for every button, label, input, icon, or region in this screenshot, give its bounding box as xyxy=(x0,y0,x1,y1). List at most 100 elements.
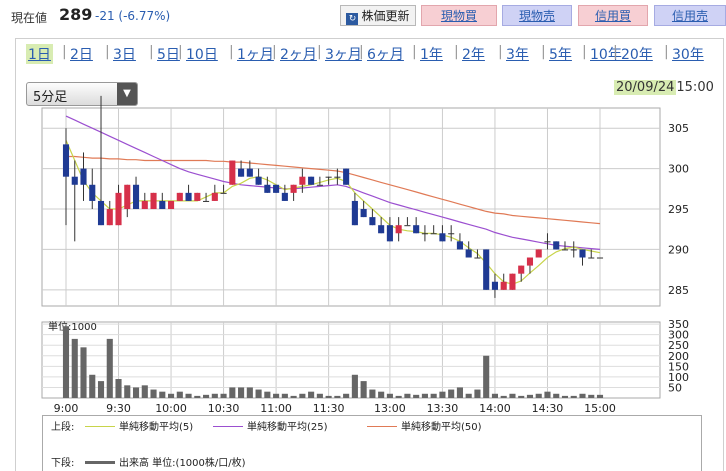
legend-volume-label: 出来高 単位:(1000株/口/枚) xyxy=(119,458,246,469)
volume-bar xyxy=(316,393,323,398)
candle-body xyxy=(588,257,595,259)
chart-datetime: 20/09/24 15:00 xyxy=(614,80,714,95)
candle-body xyxy=(150,192,157,210)
tab-period-3[interactable]: 5日 xyxy=(157,47,180,63)
candle-body xyxy=(308,176,315,185)
candle-body xyxy=(264,184,271,193)
volume-bar xyxy=(386,393,393,398)
tab-period-12[interactable]: 5年 xyxy=(549,47,572,63)
volume-bar xyxy=(518,395,525,398)
legend-ma5: 単純移動平均(5) xyxy=(81,418,193,433)
candle-body xyxy=(220,192,227,194)
margin-sell-button[interactable]: 信用売 xyxy=(654,5,726,26)
tab-period-15[interactable]: 30年 xyxy=(672,47,704,63)
volume-tick-label: 150 xyxy=(668,360,689,373)
volume-bar xyxy=(483,355,490,398)
volume-bar xyxy=(343,393,350,398)
candle-body xyxy=(255,176,262,185)
refresh-price-button[interactable]: ↻ 株価更新 xyxy=(340,5,416,26)
candle-body xyxy=(430,233,437,235)
y-tick-label: 285 xyxy=(668,284,689,297)
candle-body xyxy=(115,192,122,226)
candle-body xyxy=(211,192,218,201)
tab-period-7[interactable]: 3ヶ月 xyxy=(325,47,362,63)
candle-body xyxy=(343,168,350,185)
volume-bar xyxy=(544,391,551,398)
volume-bar xyxy=(71,338,78,398)
price-change: -21 (-6.77%) xyxy=(95,9,171,23)
candle-body xyxy=(203,200,210,202)
volume-bar xyxy=(404,393,411,398)
volume-bar xyxy=(474,389,481,398)
tab-period-11[interactable]: 3年 xyxy=(506,47,529,63)
legend-lower-label: 下段: xyxy=(51,458,75,469)
margin-buy-button[interactable]: 信用買 xyxy=(578,5,648,26)
tab-separator: | xyxy=(178,44,183,60)
volume-bar xyxy=(115,379,122,398)
candle-body xyxy=(465,249,472,258)
candle-body xyxy=(351,200,358,226)
candle-body xyxy=(579,249,586,258)
tab-period-8[interactable]: 6ヶ月 xyxy=(367,47,404,63)
x-tick-label: 13:00 xyxy=(374,402,406,415)
tab-separator: | xyxy=(582,44,587,60)
candle-body xyxy=(238,168,245,177)
legend-ma25: 単純移動平均(25) xyxy=(209,418,328,433)
volume-bar xyxy=(106,338,113,398)
volume-tick-label: 300 xyxy=(668,329,689,342)
chevron-down-icon[interactable]: ▼ xyxy=(117,83,137,105)
volume-tick-label: 250 xyxy=(668,339,689,352)
volume-bar xyxy=(185,393,192,398)
interval-select-value: 5分足 xyxy=(33,90,68,105)
tab-period-4[interactable]: 10日 xyxy=(186,47,218,63)
tab-period-13[interactable]: 10年 xyxy=(590,47,622,63)
tab-period-10[interactable]: 2年 xyxy=(462,47,485,63)
tab-period-14[interactable]: 20年 xyxy=(621,47,653,63)
volume-bar xyxy=(430,393,437,398)
volume-bar xyxy=(255,389,262,398)
x-tick-label: 13:30 xyxy=(427,402,459,415)
tab-period-9[interactable]: 1年 xyxy=(420,47,443,63)
candle-body xyxy=(369,217,376,226)
volume-bar xyxy=(325,395,332,398)
candle-body xyxy=(132,184,140,210)
volume-bar xyxy=(465,393,472,398)
candle-body xyxy=(325,176,332,178)
legend-ma50-swatch xyxy=(367,426,397,427)
interval-select[interactable]: 5分足 ▼ xyxy=(26,82,138,106)
tab-separator: | xyxy=(541,44,546,60)
candle-body xyxy=(360,209,367,218)
volume-bar xyxy=(124,385,131,398)
volume-bar xyxy=(360,381,367,398)
volume-bar xyxy=(378,391,385,398)
y-tick-label: 290 xyxy=(668,243,689,256)
spot-buy-button[interactable]: 現物買 xyxy=(421,5,497,26)
volume-bar xyxy=(421,393,428,398)
candle-body xyxy=(334,176,341,178)
x-tick-label: 11:00 xyxy=(260,402,292,415)
y-tick-label: 300 xyxy=(668,163,689,176)
candle-body xyxy=(483,249,490,290)
chart-panel xyxy=(15,38,724,471)
volume-bar xyxy=(141,385,148,398)
legend-ma5-swatch xyxy=(85,426,115,427)
tab-period-5[interactable]: 1ヶ月 xyxy=(237,47,274,63)
spot-sell-button[interactable]: 現物売 xyxy=(502,5,572,26)
volume-bar xyxy=(211,393,218,398)
tab-period-2[interactable]: 3日 xyxy=(113,47,136,63)
x-tick-label: 9:00 xyxy=(54,402,79,415)
volume-bar xyxy=(369,389,376,398)
tab-period-1[interactable]: 2日 xyxy=(70,47,93,63)
volume-bar xyxy=(281,393,288,398)
tab-period-0[interactable]: 1日 xyxy=(26,44,53,64)
candle-body xyxy=(404,225,411,227)
candle-body xyxy=(89,184,96,201)
volume-bar xyxy=(588,394,595,398)
volume-tick-label: 200 xyxy=(668,350,689,363)
refresh-icon: ↻ xyxy=(346,13,359,25)
candle-body xyxy=(71,176,78,185)
price-header: 現在値 289 -21 (-6.77%) ↻ 株価更新 現物買 現物売 信用買 信… xyxy=(0,0,726,34)
volume-bar xyxy=(97,381,105,398)
tab-period-6[interactable]: 2ヶ月 xyxy=(280,47,317,63)
